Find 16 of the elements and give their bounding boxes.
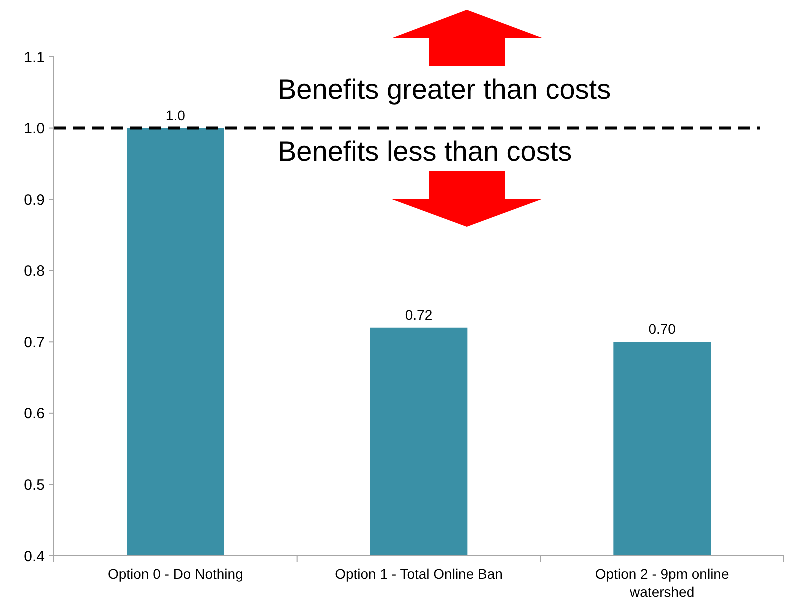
data-label: 0.72: [405, 306, 433, 323]
y-tick-label: 0.5: [24, 476, 45, 494]
data-label: 1.0: [166, 107, 186, 124]
x-tick-label: Option 1 - Total Online Ban: [335, 566, 503, 582]
y-tick-label: 0.8: [24, 263, 45, 280]
y-tick-label: 1.0: [24, 120, 45, 138]
annotation: Benefits less than costs: [278, 136, 572, 167]
y-tick-label: 0.6: [24, 406, 45, 423]
y-tick-label: 0.7: [24, 334, 45, 352]
x-tick-label: Option 2 - 9pm online watershed: [595, 566, 730, 600]
y-tick-label: 0.4: [24, 548, 45, 566]
y-tick-label: 0.9: [24, 192, 45, 209]
annotation: Benefits greater than costs: [278, 74, 612, 105]
data-label: 0.70: [648, 321, 676, 338]
y-tick-label: 1.1: [24, 49, 45, 66]
x-tick-label: Option 0 - Do Nothing: [108, 566, 244, 582]
